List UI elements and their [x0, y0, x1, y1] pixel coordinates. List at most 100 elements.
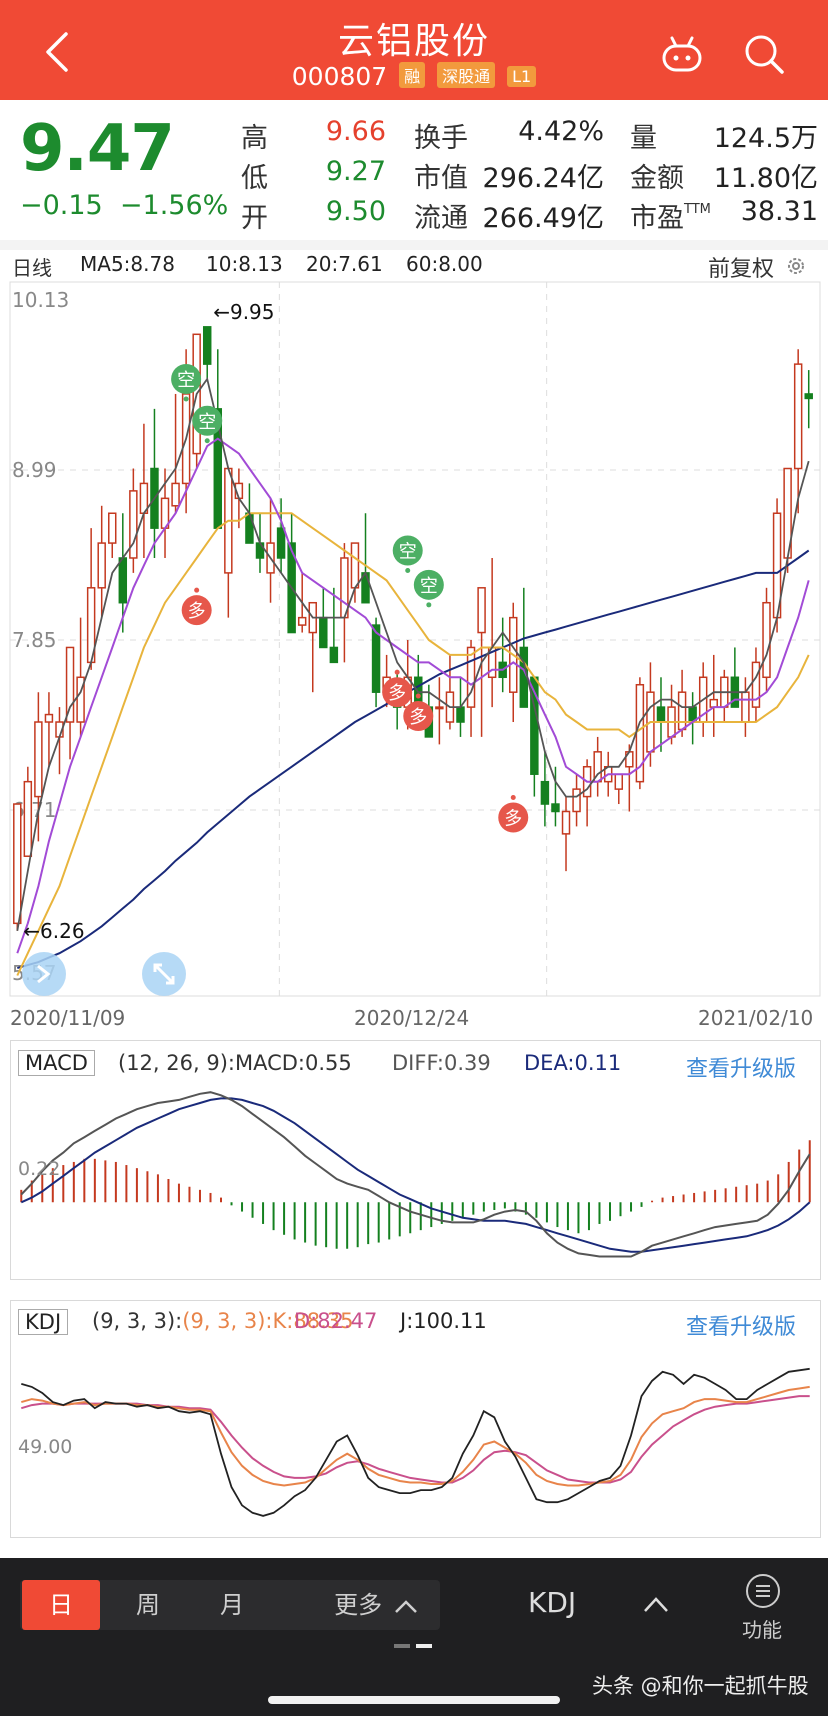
- more-periods-button[interactable]: 更多: [316, 1580, 436, 1630]
- watermark: 头条 @和你一起抓牛股: [592, 1674, 809, 1698]
- candle-body: [561, 810, 571, 835]
- signal-dot: [194, 587, 200, 593]
- candle-body: [435, 706, 444, 710]
- chevron-up-icon[interactable]: [642, 1594, 670, 1614]
- candle-body: [171, 482, 180, 507]
- pe-ttm-sup: TTM: [684, 202, 711, 217]
- expand-icon: [166, 976, 175, 985]
- value-low: 9.27: [325, 156, 386, 187]
- period-month-tab[interactable]: 月: [220, 1591, 244, 1619]
- signal-label: 空: [198, 412, 216, 433]
- signal-dot: [426, 602, 432, 608]
- indicator-selector[interactable]: KDJ: [528, 1586, 577, 1619]
- candle-body: [118, 557, 128, 604]
- candle-body: [572, 788, 581, 813]
- change-percent: −1.56%: [119, 190, 229, 221]
- label-high: 高: [241, 123, 268, 154]
- signal-dot: [394, 669, 400, 675]
- candle-body: [540, 780, 550, 805]
- ma20-line: [16, 512, 810, 976]
- candle-body: [456, 706, 465, 723]
- candle-body: [276, 527, 286, 559]
- label-volume: 量: [630, 123, 657, 154]
- kdj-k-line: [21, 1385, 810, 1487]
- y-tick-label: 10.13: [12, 288, 69, 312]
- kdj-tag[interactable]: KDJ: [18, 1309, 69, 1335]
- y-tick-label: 7.85: [12, 628, 57, 652]
- adjust-mode[interactable]: 前复权: [708, 257, 775, 282]
- value-volume: 124.5万: [713, 123, 818, 154]
- dea-line: [20, 1097, 811, 1253]
- back-arrow-icon[interactable]: [38, 30, 78, 74]
- price-change: −0.15 −1.56%: [20, 190, 228, 221]
- bull-signal-marker: [498, 802, 529, 833]
- label-turnover: 换手: [414, 123, 468, 154]
- signal-label: 多: [409, 707, 427, 728]
- chart-fullscreen-button[interactable]: [142, 952, 186, 996]
- signal-label: 空: [420, 576, 438, 597]
- candle-body: [751, 661, 761, 708]
- low-annotation: ←6.26: [23, 919, 84, 943]
- robot-assistant-icon[interactable]: [660, 34, 704, 74]
- value-float-cap: 266.49亿: [482, 203, 604, 234]
- kdj-panel: [10, 1300, 821, 1538]
- chart-expand-left-button[interactable]: [22, 952, 66, 996]
- stock-name: 云铝股份: [337, 21, 490, 62]
- more-label: 更多: [334, 1591, 383, 1619]
- label-float-cap: 流通: [414, 203, 468, 234]
- candle-body: [741, 691, 750, 723]
- page-indicator: [394, 1644, 432, 1648]
- kdj-chart: 49.00: [18, 1367, 810, 1517]
- ma5-label: MA5:8.78: [80, 252, 175, 276]
- bull-signal-marker: [403, 701, 434, 732]
- ma-legend: 日线 MA5:8.78 10:8.13 20:7.61 60:8.00: [0, 252, 828, 282]
- value-turnover: 4.42%: [518, 116, 604, 147]
- candle-body: [677, 691, 687, 731]
- macd-dea: DEA:0.11: [524, 1051, 622, 1075]
- signal-label: 多: [188, 601, 206, 622]
- signal-label: 空: [399, 542, 417, 563]
- candle-body: [319, 616, 328, 649]
- signal-dot: [405, 568, 411, 574]
- candle-body: [297, 616, 307, 626]
- kdj-upgrade-link[interactable]: 查看升级版: [686, 1315, 797, 1340]
- header-bar: 云铝股份 000807 融 深股通 L1: [0, 0, 828, 100]
- candle-body: [44, 713, 54, 723]
- ma-period-label: 日线: [12, 256, 52, 280]
- macd-upgrade-link[interactable]: 查看升级版: [686, 1057, 797, 1082]
- bear-signal-marker: [413, 569, 444, 600]
- candle-body: [551, 803, 560, 813]
- high-annotation: ←9.95: [213, 300, 274, 324]
- ma60-line: [17, 549, 810, 970]
- period-week-tab[interactable]: 周: [136, 1591, 160, 1619]
- label-amount: 金额: [630, 163, 684, 194]
- kdj-j: J:100.11: [400, 1309, 487, 1333]
- macd-y-tick: 0.22: [18, 1158, 60, 1180]
- macd-panel: [10, 1040, 821, 1280]
- candle-body: [108, 512, 117, 544]
- candle-body: [34, 721, 43, 798]
- function-label[interactable]: 功能: [742, 1618, 782, 1642]
- function-menu-icon[interactable]: [744, 1572, 782, 1610]
- macd-params: (12, 26, 9):MACD:0.55: [118, 1051, 352, 1075]
- kdj-d-line: [21, 1395, 810, 1484]
- ma60-label: 60:8.00: [406, 252, 483, 276]
- search-icon[interactable]: [742, 32, 786, 76]
- candle-body: [129, 490, 138, 559]
- macd-tag[interactable]: MACD: [18, 1050, 95, 1076]
- kdj-k: (9, 3, 3):K:88.35: [182, 1309, 354, 1333]
- chart-frame: [9, 281, 821, 997]
- period-day-tab[interactable]: 日: [22, 1580, 100, 1630]
- label-pe: 市盈TTM: [630, 202, 711, 234]
- candle-body: [76, 676, 85, 723]
- signal-dot: [415, 693, 421, 699]
- candle-body: [709, 698, 718, 708]
- gear-icon[interactable]: [784, 254, 808, 278]
- section-divider: [0, 240, 828, 250]
- ma5-line: [16, 376, 810, 931]
- signal-dot: [183, 396, 189, 402]
- period-selector: 日 周 月 更多: [20, 1580, 440, 1630]
- home-indicator: [268, 1696, 560, 1704]
- ma20-label: 20:7.61: [306, 252, 383, 276]
